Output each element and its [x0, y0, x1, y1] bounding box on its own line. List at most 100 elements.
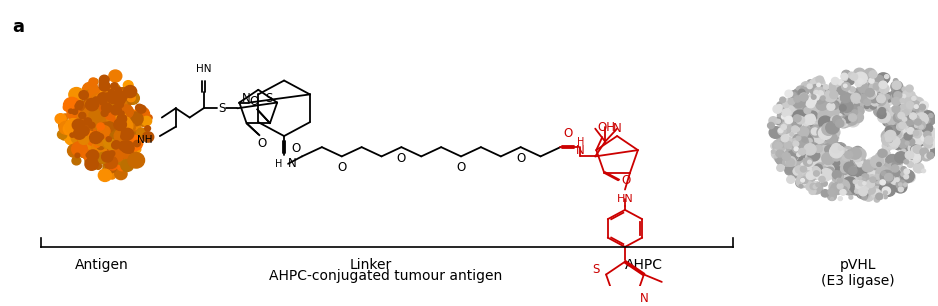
Circle shape [109, 103, 119, 112]
Circle shape [103, 136, 117, 148]
Circle shape [91, 106, 105, 119]
Circle shape [112, 107, 127, 121]
Circle shape [782, 153, 791, 160]
Circle shape [864, 69, 876, 80]
Circle shape [868, 92, 875, 99]
Circle shape [906, 94, 918, 106]
Circle shape [119, 122, 126, 128]
Circle shape [121, 150, 132, 160]
Circle shape [75, 99, 83, 106]
Circle shape [110, 99, 127, 114]
Circle shape [912, 142, 923, 153]
Circle shape [95, 114, 110, 129]
Circle shape [95, 133, 103, 142]
Circle shape [837, 151, 849, 163]
Circle shape [867, 162, 879, 174]
Circle shape [874, 197, 880, 202]
Circle shape [83, 111, 89, 117]
Circle shape [824, 117, 834, 127]
Circle shape [102, 115, 114, 127]
Circle shape [807, 172, 815, 180]
Circle shape [102, 110, 118, 125]
Circle shape [851, 87, 855, 92]
Circle shape [896, 111, 906, 120]
Circle shape [106, 144, 115, 153]
Circle shape [98, 118, 109, 129]
Circle shape [97, 151, 107, 160]
Circle shape [922, 151, 930, 158]
Circle shape [809, 143, 819, 153]
Circle shape [824, 144, 833, 153]
Circle shape [104, 123, 112, 129]
Circle shape [98, 93, 109, 103]
Circle shape [862, 84, 869, 91]
Circle shape [791, 107, 802, 118]
Circle shape [123, 131, 140, 147]
Circle shape [126, 110, 141, 125]
Circle shape [844, 162, 855, 173]
Circle shape [100, 121, 113, 134]
Circle shape [804, 171, 811, 177]
Circle shape [831, 155, 838, 162]
Circle shape [109, 124, 123, 138]
Circle shape [104, 121, 110, 127]
Circle shape [90, 112, 106, 126]
Circle shape [115, 146, 126, 156]
Circle shape [915, 119, 921, 125]
Circle shape [879, 160, 885, 166]
Circle shape [794, 147, 798, 151]
Circle shape [113, 141, 120, 148]
Circle shape [129, 140, 135, 145]
Circle shape [894, 181, 907, 193]
Text: S: S [218, 102, 225, 115]
Circle shape [109, 150, 122, 162]
Circle shape [855, 184, 866, 193]
Circle shape [901, 94, 905, 98]
Circle shape [819, 176, 825, 182]
Circle shape [873, 88, 878, 93]
Circle shape [75, 108, 91, 122]
Circle shape [97, 126, 110, 138]
Circle shape [837, 168, 845, 176]
Circle shape [919, 101, 929, 110]
Circle shape [100, 127, 107, 134]
Circle shape [101, 121, 107, 127]
Circle shape [846, 98, 856, 108]
Circle shape [104, 123, 112, 130]
Circle shape [109, 135, 118, 144]
Circle shape [786, 138, 793, 143]
Circle shape [808, 98, 813, 104]
Circle shape [819, 116, 832, 129]
Circle shape [884, 150, 889, 156]
Circle shape [96, 136, 103, 143]
Circle shape [900, 172, 905, 176]
Circle shape [854, 160, 860, 166]
Circle shape [840, 100, 853, 112]
Circle shape [797, 116, 801, 120]
Circle shape [793, 137, 802, 145]
Circle shape [796, 158, 804, 165]
Circle shape [818, 146, 832, 159]
Circle shape [810, 159, 824, 171]
Circle shape [913, 108, 922, 116]
Circle shape [113, 153, 121, 160]
Circle shape [790, 135, 797, 142]
Circle shape [83, 106, 99, 121]
Circle shape [83, 143, 98, 158]
Circle shape [98, 100, 113, 116]
Circle shape [921, 114, 926, 119]
Circle shape [102, 130, 109, 137]
Circle shape [792, 126, 798, 132]
Circle shape [869, 81, 877, 88]
Circle shape [106, 102, 120, 115]
Circle shape [104, 123, 120, 138]
Circle shape [840, 147, 845, 152]
Circle shape [103, 135, 113, 144]
Circle shape [111, 111, 118, 118]
Circle shape [900, 93, 904, 97]
Circle shape [111, 83, 117, 89]
Circle shape [786, 111, 799, 124]
Circle shape [91, 99, 99, 107]
Circle shape [842, 99, 855, 110]
Circle shape [108, 160, 114, 166]
